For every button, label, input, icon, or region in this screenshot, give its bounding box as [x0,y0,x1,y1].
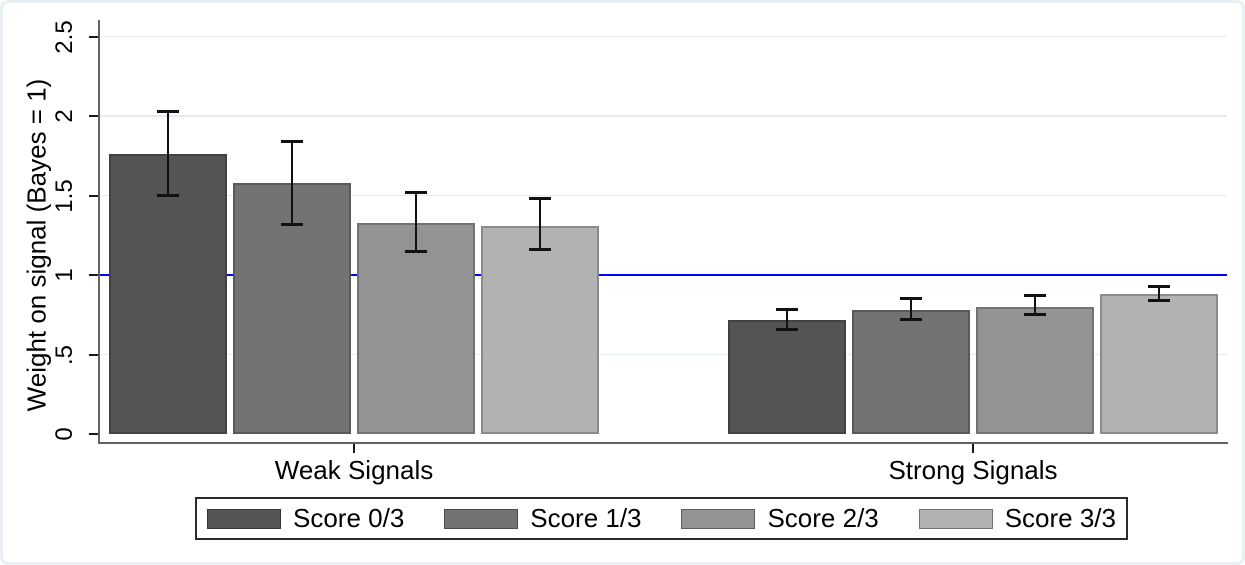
error-bar-weak-signals-score-3-3 [529,197,551,252]
bar-strong-signals-score-2-3 [976,306,1094,434]
y-tick-label: .5 [51,344,78,365]
legend-label: Score 0/3 [293,503,405,533]
error-bar-strong-signals-score-2-3 [1024,294,1046,317]
error-bar-weak-signals-score-0-3 [157,109,179,197]
bar-strong-signals-score-0-3 [728,319,846,434]
error-bar-line [538,197,542,252]
bar-strong-signals-score-3-3 [1100,294,1218,434]
bayes-reference-line [99,273,1227,277]
y-tick-label: 2 [51,109,78,123]
legend-item-score-2-3: Score 2/3 [681,503,879,534]
legend-swatch-score-1-3 [444,508,519,529]
y-tick [89,194,98,197]
y-axis-title: Weight on signal (Bayes = 1) [21,78,52,412]
legend-item-score-0-3: Score 0/3 [207,503,404,534]
gridline [99,194,1227,197]
bar-weak-signals-score-2-3 [357,222,475,434]
y-tick [89,35,98,38]
y-tick [89,433,98,435]
gridline [99,115,1227,117]
legend-swatch-score-3-3 [918,508,993,529]
legend-label: Score 3/3 [1004,503,1116,533]
bar-weak-signals-score-3-3 [481,225,599,434]
y-tick-label: 0 [51,427,78,441]
error-bar-strong-signals-score-3-3 [1148,284,1170,302]
x-axis-line [97,441,1228,445]
legend-swatch-score-2-3 [681,508,756,529]
error-bar-line [1157,284,1161,302]
error-bar-line [290,139,294,226]
gridline [99,35,1227,38]
y-tick-label: 2.5 [51,19,78,54]
y-tick [89,353,98,356]
y-tick-label: 1 [51,268,78,282]
error-bar-line [909,297,913,321]
error-bar-strong-signals-score-1-3 [900,297,922,321]
legend: Score 0/3 Score 1/3 Score 2/3 Score 3/3 [195,497,1128,540]
error-bar-weak-signals-score-2-3 [405,190,427,253]
error-bar-line [1033,294,1037,317]
plot-area: 0 .5 1 1.5 2 2.5 Weak Signals Strong Signals [3,3,1242,562]
error-bar-line [166,109,170,197]
legend-item-score-1-3: Score 1/3 [444,503,642,534]
legend-item-score-3-3: Score 3/3 [918,503,1116,534]
gridline [99,353,1227,356]
error-bar-strong-signals-score-0-3 [776,308,798,331]
x-group-label-strong-signals: Strong Signals [888,455,1058,485]
bar-strong-signals-score-1-3 [852,309,970,434]
y-tick [89,274,98,276]
error-bar-weak-signals-score-1-3 [281,139,303,226]
x-tick [972,444,974,454]
y-tick [89,115,98,117]
bar-weak-signals-score-0-3 [109,154,227,434]
y-tick-label: 1.5 [51,178,78,213]
y-axis-line [97,20,101,445]
error-bar-line [414,190,418,253]
legend-label: Score 2/3 [767,503,879,533]
x-group-label-weak-signals: Weak Signals [274,455,434,485]
x-tick [353,444,355,454]
error-bar-line [785,308,789,331]
legend-swatch-score-0-3 [207,508,281,529]
legend-label: Score 1/3 [530,503,642,533]
